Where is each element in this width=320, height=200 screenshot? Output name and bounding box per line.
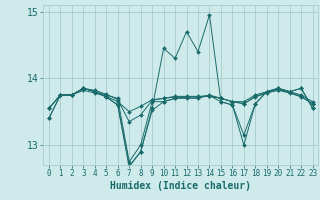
X-axis label: Humidex (Indice chaleur): Humidex (Indice chaleur): [110, 181, 251, 191]
